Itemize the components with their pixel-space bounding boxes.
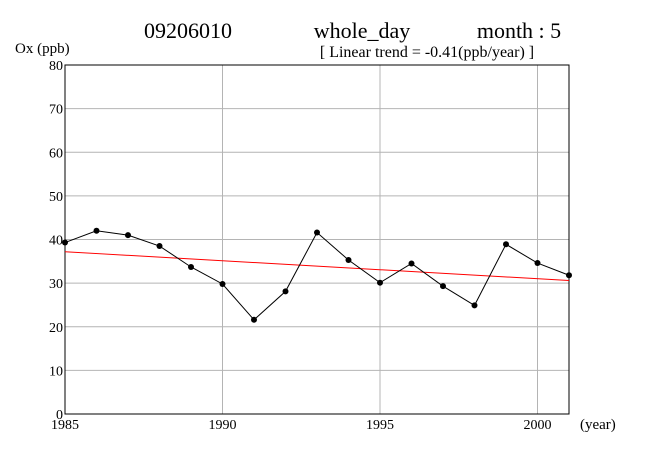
x-tick-labels: 1985 1990 1995 2000 [51,418,552,433]
y-tick-label: 10 [49,364,63,379]
station-code: 09206010 [144,18,232,43]
data-point [282,288,289,295]
y-tick-label: 80 [49,59,63,74]
data-point [377,279,383,286]
plot-frame [64,64,570,415]
y-tick-labels: 0 10 20 30 40 50 60 70 80 [49,59,63,423]
data-point [251,316,257,323]
x-tick-label: 2000 [524,418,552,433]
data-point [566,272,572,279]
data-point [125,232,131,239]
data-point [345,257,352,264]
period-label: whole_day [314,18,411,43]
trend-line [64,251,570,282]
y-tick-label: 40 [49,234,63,249]
data-point [188,263,194,270]
data-point [219,280,226,287]
data-point [62,239,68,246]
series-layer [62,227,572,323]
data-point [440,283,446,290]
series-line [64,230,570,321]
data-point [314,229,320,236]
y-tick-label: 50 [49,190,63,205]
data-point [156,243,163,250]
data-point [408,260,415,267]
y-tick-label: 20 [49,321,63,336]
x-tick-label: 1995 [366,418,394,433]
y-tick-label: 30 [49,277,63,292]
month-label: month : 5 [477,18,561,43]
trend-layer [64,251,570,282]
data-point [471,302,478,309]
x-tick-label: 1985 [51,418,79,433]
y-tick-label: 0 [56,408,63,423]
y-tick-label: 70 [49,103,63,118]
x-tick-label: 1990 [209,418,237,433]
y-tick-label: 60 [49,146,63,161]
data-point [503,241,509,248]
data-point [93,227,100,234]
trend-label: [ Linear trend = -0.41(ppb/year) ] [320,44,534,61]
x-axis-label: (year) [580,417,616,433]
y-axis-label: Ox (ppb) [15,41,70,57]
chart-header: 09206010 whole_day month : 5 [ Linear tr… [144,18,561,61]
data-point [534,260,541,267]
